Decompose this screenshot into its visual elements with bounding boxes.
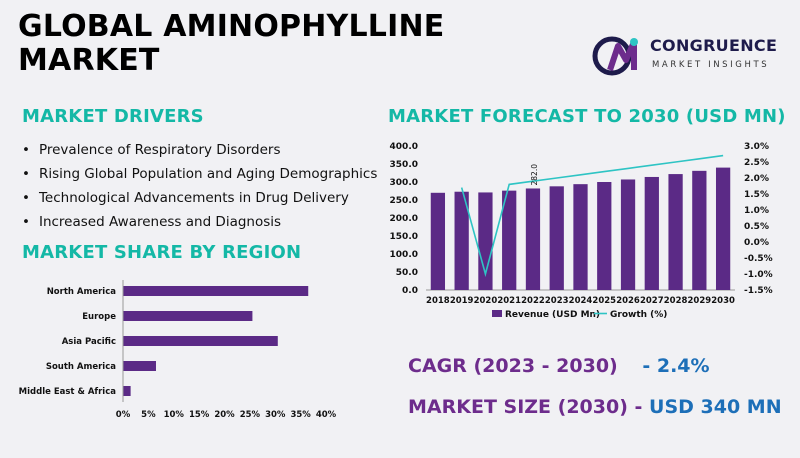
forecast-x-tick: 2029 [688, 296, 712, 306]
cagr-label: CAGR (2023 - 2030) [408, 355, 618, 377]
left-y-tick: 200.0 [390, 214, 418, 224]
right-y-tick: 0.0% [744, 238, 769, 248]
logo-mark-text: CM [593, 78, 595, 80]
forecast-x-tick: 2022 [521, 296, 545, 306]
right-y-tick: 2.0% [744, 174, 769, 184]
forecast-x-tick: 2024 [569, 296, 593, 306]
share-x-tick: 35% [290, 410, 311, 420]
revenue-bar [454, 191, 469, 290]
cagr-kpi: CAGR (2023 - 2030) - 2.4% [408, 355, 710, 377]
right-y-tick: 1.5% [744, 190, 769, 200]
share-x-tick: 10% [164, 410, 185, 420]
share-heading: MARKET SHARE BY REGION [22, 242, 302, 263]
forecast-x-tick: 2019 [450, 296, 474, 306]
revenue-bar [573, 184, 588, 290]
driver-item: Rising Global Population and Aging Demog… [22, 162, 377, 186]
region-bar [123, 336, 278, 346]
region-bar [123, 386, 131, 396]
region-bar [123, 311, 253, 321]
region-share-chart: North America Europe Asia Pacific South Ame… [19, 280, 337, 420]
right-y-tick: -1.0% [744, 270, 773, 280]
left-y-tick: 400.0 [390, 142, 418, 152]
revenue-bar [549, 186, 564, 290]
legend-revenue-swatch [492, 310, 502, 317]
right-y-tick: -0.5% [744, 254, 773, 264]
share-x-tick: 0% [116, 410, 131, 420]
revenue-bar [692, 170, 707, 290]
forecast-x-tick: 2020 [474, 296, 498, 306]
region-bar [123, 361, 156, 371]
driver-item: Prevalence of Respiratory Disorders [22, 138, 377, 162]
share-x-tick: 40% [316, 410, 337, 420]
title-line-1: GLOBAL AMINOPHYLLINE [18, 9, 445, 44]
region-label: Europe [82, 312, 116, 322]
forecast-heading: MARKET FORECAST TO 2030 (USD MN) [388, 106, 786, 127]
right-y-tick: -1.5% [744, 286, 773, 296]
growth-line [460, 154, 724, 278]
driver-item: Increased Awareness and Diagnosis [22, 210, 377, 234]
left-y-tick: 300.0 [390, 178, 418, 188]
region-bar [123, 286, 309, 296]
share-x-tick: 20% [214, 410, 235, 420]
share-x-tick: 30% [265, 410, 286, 420]
revenue-bar [430, 192, 446, 290]
forecast-chart: 0.0 50.0 100.0 150.0 200.0 250.0 300.0 350.0 400… [390, 142, 773, 320]
left-y-tick: 250.0 [390, 196, 418, 206]
forecast-x-tick: 2028 [664, 296, 688, 306]
right-y-tick: 2.5% [744, 158, 769, 168]
revenue-bar [620, 179, 636, 290]
cagr-value: - 2.4% [642, 355, 710, 377]
forecast-x-tick: 2018 [426, 296, 450, 306]
forecast-x-tick: 2025 [592, 296, 616, 306]
revenue-bar [668, 174, 683, 290]
revenue-bar [597, 182, 612, 290]
logo-name: CONGRUENCE [650, 36, 778, 55]
region-label: North America [47, 287, 117, 297]
revenue-bar [478, 192, 493, 290]
right-y-tick: 3.0% [744, 142, 769, 152]
share-x-tick: 5% [141, 410, 156, 420]
share-x-tick: 25% [240, 410, 261, 420]
region-label: South America [46, 362, 116, 372]
drivers-heading: MARKET DRIVERS [22, 106, 204, 127]
forecast-x-tick: 2021 [497, 296, 521, 306]
market-size-label: MARKET SIZE (2030) - [408, 396, 643, 418]
revenue-bar [644, 176, 659, 290]
left-y-tick: 100.0 [390, 250, 418, 260]
legend-revenue-label: Revenue (USD Mn) [505, 310, 600, 320]
forecast-x-tick: 2027 [640, 296, 664, 306]
revenue-bar [502, 190, 517, 290]
revenue-bar [715, 167, 731, 290]
market-size-kpi: MARKET SIZE (2030) - USD 340 MN [408, 396, 782, 418]
company-logo: CM CONGRUENCE MARKET INSIGHTS [590, 30, 790, 80]
right-y-tick: 0.5% [744, 222, 769, 232]
left-y-tick: 0.0 [402, 286, 418, 296]
forecast-x-tick: 2030 [711, 296, 735, 306]
logo-tagline: MARKET INSIGHTS [652, 60, 770, 70]
left-y-tick: 50.0 [396, 268, 418, 278]
drivers-list: Prevalence of Respiratory Disorders Risi… [22, 138, 377, 234]
share-x-tick: 15% [189, 410, 210, 420]
region-label: Middle East & Africa [19, 387, 117, 397]
forecast-x-tick: 2026 [616, 296, 640, 306]
right-y-tick: 1.0% [744, 206, 769, 216]
title-line-2: MARKET [18, 43, 160, 78]
page-title: GLOBAL AMINOPHYLLINE MARKET [18, 10, 444, 78]
left-y-tick: 150.0 [390, 232, 418, 242]
revenue-bar [525, 188, 541, 290]
left-y-tick: 350.0 [390, 160, 418, 170]
market-size-value: USD 340 MN [649, 396, 782, 418]
logo-mark-icon: CM [592, 36, 638, 80]
legend-growth-label: Growth (%) [610, 310, 667, 320]
forecast-x-tick: 2023 [545, 296, 569, 306]
region-label: Asia Pacific [62, 337, 116, 347]
driver-item: Technological Advancements in Drug Deliv… [22, 186, 377, 210]
revenue-data-label: 282.0 [530, 164, 539, 186]
